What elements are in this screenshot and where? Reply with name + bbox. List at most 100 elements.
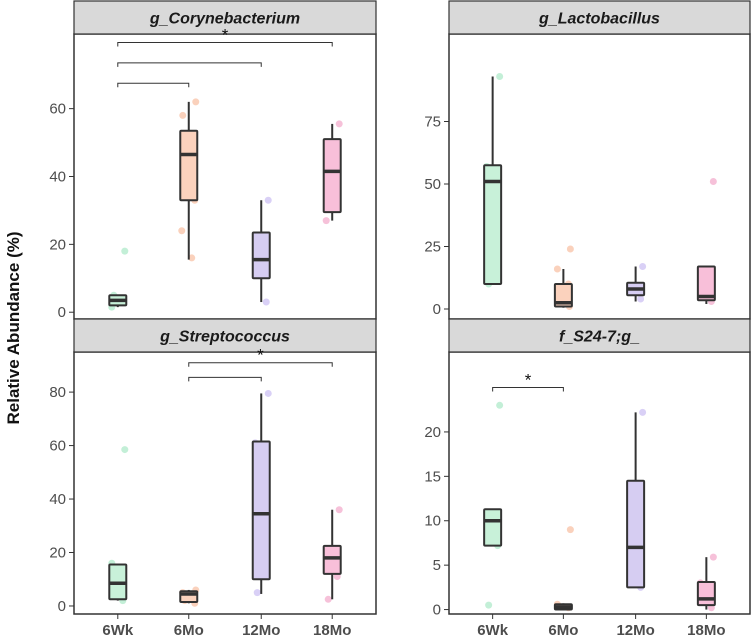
x-tick-label: 6Mo (548, 622, 578, 638)
box-6mo (553, 269, 573, 308)
y-tick-label: 0 (58, 598, 66, 615)
data-point (322, 217, 330, 225)
data-point (264, 389, 272, 397)
y-axis-title: Relative Abundance (%) (4, 231, 23, 424)
data-point (324, 595, 332, 603)
panel-title: g_Corynebacterium (149, 11, 300, 28)
x-tick-label: 18Mo (687, 622, 725, 638)
y-tick-label: 15 (424, 468, 441, 485)
significance-bracket (117, 41, 333, 47)
box-iqr (322, 544, 342, 575)
box-iqr (483, 164, 503, 285)
box-iqr (179, 129, 199, 202)
panel-strip (448, 318, 751, 353)
box-iqr (626, 479, 646, 589)
data-point (553, 265, 561, 273)
data-point (709, 553, 717, 561)
significance-bracket (188, 362, 333, 367)
data-point (496, 73, 504, 80)
box-6mo (179, 589, 199, 604)
panel-g-streptococcus: g_Streptococcus 0 20 40 60 80 6Wk 6Mo 12Mo 18Mo * (49, 318, 377, 638)
panel-f-s24-7-g: f_S24-7;g_ 0 5 10 15 20 6Wk 6Mo 12Mo 18Mo * (424, 318, 751, 638)
significance-star: * (525, 371, 532, 390)
significance-star: * (257, 346, 264, 365)
box-iqr (322, 138, 342, 214)
data-point (121, 247, 129, 255)
data-point (566, 245, 574, 253)
data-point (253, 589, 261, 597)
box-iqr (251, 440, 271, 581)
x-tick-label: 12Mo (616, 622, 654, 638)
box-12mo (251, 393, 271, 594)
x-tick-label: 6Wk (102, 622, 134, 638)
panel-title: f_S24-7;g_ (559, 329, 640, 346)
data-point (496, 401, 504, 409)
y-tick-label: 20 (49, 236, 66, 253)
data-point (262, 298, 270, 306)
data-point (485, 601, 493, 609)
y-tick-label: 0 (58, 304, 66, 321)
x-tick-label: 18Mo (313, 622, 351, 638)
y-tick-label: 0 (433, 301, 441, 318)
data-point (639, 408, 647, 416)
data-point (179, 111, 187, 119)
box-iqr (483, 508, 503, 547)
x-tick-label: 12Mo (242, 622, 280, 638)
y-tick-label: 5 (433, 557, 441, 574)
y-tick-label: 60 (49, 438, 66, 455)
box-18mo (696, 265, 716, 304)
box-6mo (179, 101, 199, 260)
box-iqr (251, 231, 271, 280)
significance-bracket (188, 376, 262, 382)
significance-bracket (492, 387, 564, 392)
box-iqr (696, 265, 716, 302)
y-tick-label: 80 (49, 384, 66, 401)
y-tick-label: 75 (424, 114, 441, 131)
panel-strip (73, 0, 377, 35)
data-point (264, 196, 272, 204)
box-6wk (108, 563, 128, 601)
x-tick-label: 6Wk (477, 622, 509, 638)
panel-g-corynebacterium: g_Corynebacterium 0 20 40 60 * (49, 0, 377, 321)
data-point (709, 178, 717, 185)
data-point (566, 526, 574, 534)
box-18mo (696, 557, 716, 610)
box-12mo (626, 266, 646, 302)
panel-strip (73, 318, 377, 353)
panels-group: g_Corynebacterium 0 20 40 60 * g_Lactobacillus… (49, 0, 751, 638)
x-tick-label: 6Mo (174, 622, 204, 638)
y-tick-label: 50 (424, 176, 441, 193)
panel-background (448, 351, 751, 615)
box-6wk (483, 76, 503, 285)
data-point (178, 227, 186, 235)
y-tick-label: 60 (49, 101, 66, 118)
y-tick-label: 25 (424, 239, 441, 256)
y-tick-label: 40 (49, 169, 66, 186)
y-tick-label: 20 (49, 545, 66, 562)
y-tick-label: 40 (49, 491, 66, 508)
data-point (192, 98, 200, 106)
significance-bracket (117, 82, 190, 88)
box-18mo (322, 123, 342, 221)
box-12mo (251, 200, 271, 303)
data-point (639, 263, 647, 270)
box-12mo (626, 412, 646, 589)
y-tick-label: 0 (433, 602, 441, 619)
panel-title: g_Lactobacillus (538, 11, 660, 28)
data-point (335, 120, 343, 128)
panel-strip (448, 0, 751, 35)
box-6wk (483, 508, 503, 547)
box-iqr (696, 581, 716, 607)
box-iqr (553, 283, 573, 308)
data-point (335, 506, 343, 514)
box-6mo (553, 603, 573, 611)
data-point (188, 254, 196, 262)
box-6wk (108, 294, 128, 308)
panel-g-lactobacillus: g_Lactobacillus 0 25 50 75 (424, 0, 751, 320)
panel-title: g_Streptococcus (159, 329, 290, 346)
significance-star: * (222, 25, 229, 44)
box-18mo (322, 509, 342, 600)
y-tick-label: 10 (424, 513, 441, 530)
data-point (637, 295, 645, 303)
